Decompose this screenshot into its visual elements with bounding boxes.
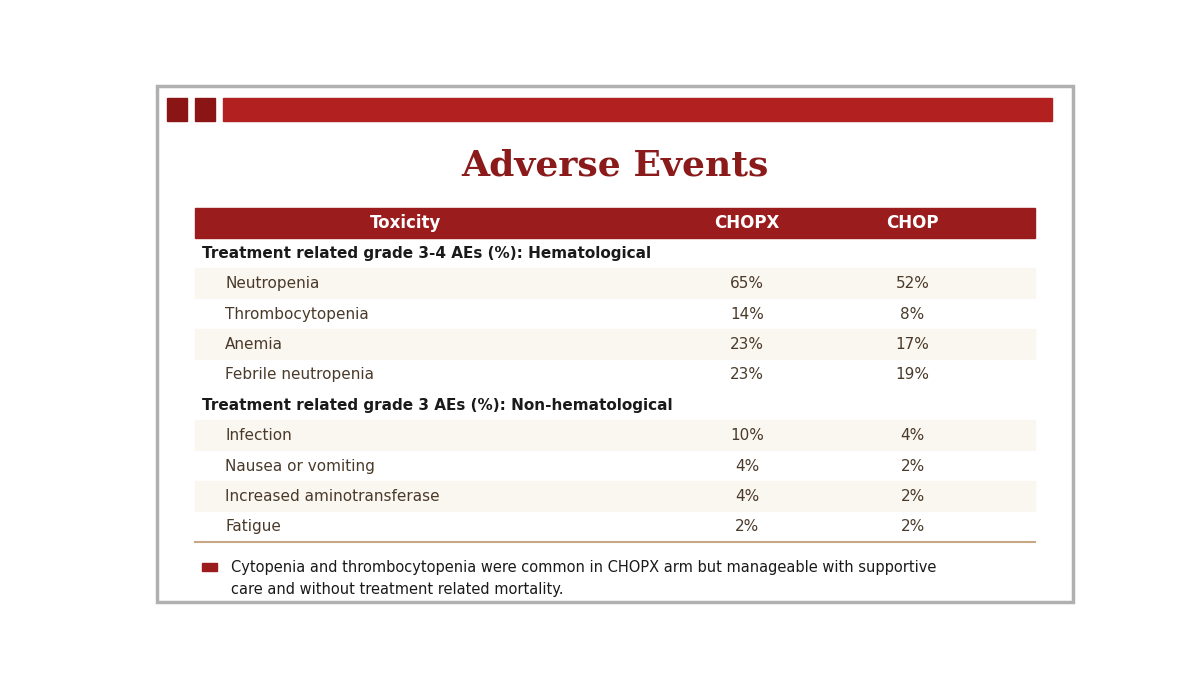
Text: 2%: 2% <box>900 520 925 535</box>
Text: 4%: 4% <box>900 428 925 443</box>
Bar <box>194 390 1036 420</box>
Text: 2%: 2% <box>900 458 925 473</box>
Text: CHOPX: CHOPX <box>714 214 780 232</box>
Bar <box>194 329 1036 360</box>
Bar <box>222 99 1052 121</box>
Text: Fatigue: Fatigue <box>226 520 281 535</box>
Text: Anemia: Anemia <box>226 337 283 352</box>
Bar <box>194 299 1036 329</box>
Text: Increased aminotransferase: Increased aminotransferase <box>226 489 440 504</box>
Text: 4%: 4% <box>734 458 760 473</box>
Text: care and without treatment related mortality.: care and without treatment related morta… <box>230 582 564 597</box>
Bar <box>194 268 1036 299</box>
Text: Febrile neutropenia: Febrile neutropenia <box>226 367 374 382</box>
Text: 10%: 10% <box>730 428 764 443</box>
Text: 14%: 14% <box>730 306 764 321</box>
Text: Nausea or vomiting: Nausea or vomiting <box>226 458 376 473</box>
Text: 17%: 17% <box>895 337 930 352</box>
Text: 65%: 65% <box>730 276 764 291</box>
Text: Toxicity: Toxicity <box>370 214 442 232</box>
Text: Neutropenia: Neutropenia <box>226 276 319 291</box>
Text: 52%: 52% <box>895 276 930 291</box>
Text: 8%: 8% <box>900 306 925 321</box>
Text: Adverse Events: Adverse Events <box>461 148 769 183</box>
Bar <box>167 99 187 121</box>
Bar <box>194 208 1036 238</box>
Bar <box>194 238 1036 268</box>
Text: 2%: 2% <box>734 520 760 535</box>
Bar <box>194 420 1036 451</box>
Text: 19%: 19% <box>895 367 930 382</box>
Bar <box>194 511 1036 542</box>
Text: Treatment related grade 3 AEs (%): Non-hematological: Treatment related grade 3 AEs (%): Non-h… <box>202 398 673 413</box>
Text: CHOP: CHOP <box>887 214 938 232</box>
Text: 2%: 2% <box>900 489 925 504</box>
Bar <box>194 481 1036 511</box>
Text: Thrombocytopenia: Thrombocytopenia <box>226 306 370 321</box>
Text: Infection: Infection <box>226 428 292 443</box>
Text: Treatment related grade 3-4 AEs (%): Hematological: Treatment related grade 3-4 AEs (%): Hem… <box>202 246 652 261</box>
Text: 23%: 23% <box>730 337 764 352</box>
Bar <box>202 563 217 571</box>
Text: 23%: 23% <box>730 367 764 382</box>
Bar <box>194 451 1036 481</box>
Bar <box>194 360 1036 390</box>
Bar <box>194 99 215 121</box>
Text: 4%: 4% <box>734 489 760 504</box>
Text: Cytopenia and thrombocytopenia were common in CHOPX arm but manageable with supp: Cytopenia and thrombocytopenia were comm… <box>230 560 936 575</box>
